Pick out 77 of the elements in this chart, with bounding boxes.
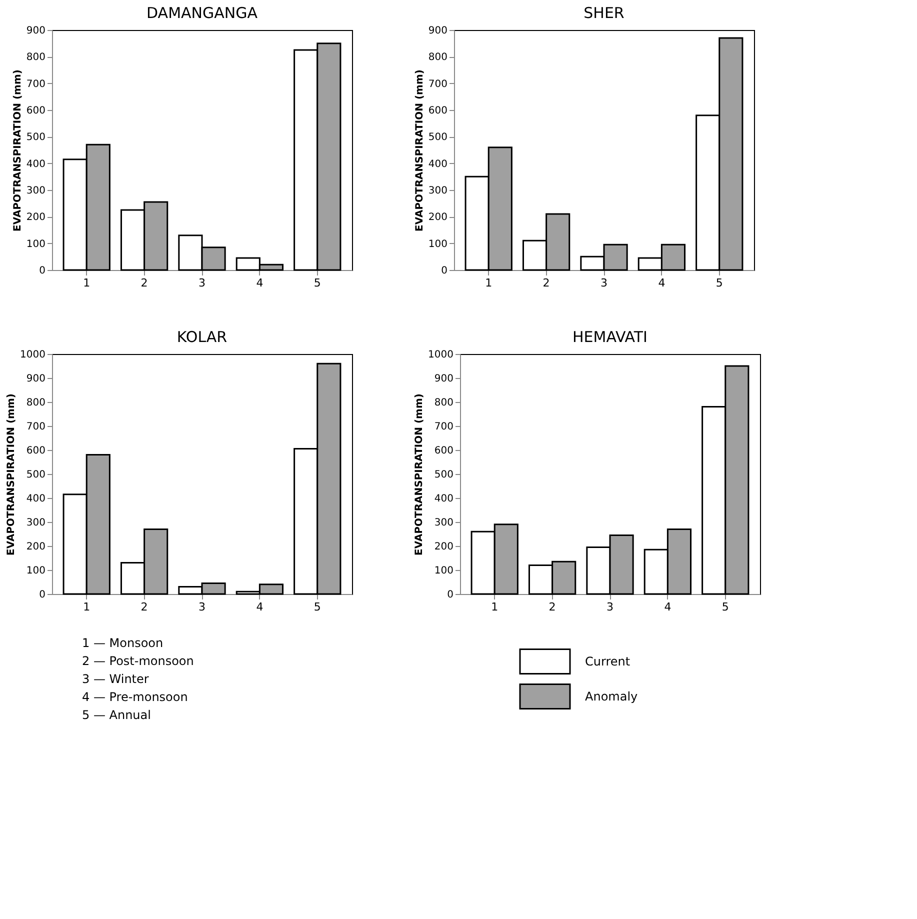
- text: 1 — Monsoon: [82, 636, 164, 650]
- x-tick-label: 3: [198, 276, 206, 290]
- y-tick-label: 200: [434, 542, 454, 552]
- x-tick-label: 3: [606, 600, 614, 614]
- y-tick-label: 600: [434, 446, 454, 456]
- x-tick-label: 5: [314, 600, 321, 614]
- x-tick-label: 4: [256, 276, 264, 290]
- x-tick-label: 2: [548, 600, 556, 614]
- y-tick-label: 300: [26, 518, 46, 528]
- y-tick-label: 500: [26, 132, 46, 144]
- text: 3 — Winter: [82, 672, 149, 686]
- y-tick-label: 600: [26, 446, 46, 456]
- y-tick-label: 600: [26, 106, 46, 116]
- x-tick-label: 1: [485, 276, 492, 290]
- y-tick-label: 700: [428, 78, 448, 90]
- y-tick-label: 600: [428, 106, 448, 116]
- text: 5 — Annual: [82, 708, 151, 722]
- y-tick-label: 400: [428, 158, 448, 170]
- y-tick-label: 800: [26, 52, 46, 64]
- y-tick-label: 400: [26, 494, 46, 504]
- y-tick-label: 200: [26, 542, 46, 552]
- chart-title: SHER: [584, 4, 624, 22]
- y-axis-title: EVAPOTRANSPIRATION (mm): [414, 394, 426, 556]
- y-tick-label: 800: [434, 398, 454, 408]
- y-tick-label: 800: [428, 52, 448, 64]
- y-tick-label: 0: [447, 590, 454, 600]
- y-tick-label: 1000: [20, 350, 46, 360]
- x-tick-label: 5: [722, 600, 729, 614]
- y-tick-label: 500: [428, 132, 448, 144]
- y-axis-title: EVAPOTRANSPIRATION (mm): [12, 70, 24, 232]
- y-tick-label: 0: [441, 266, 448, 276]
- chart-title: DAMANGANGA: [146, 4, 258, 22]
- chart-title: HEMAVATI: [572, 328, 648, 346]
- y-tick-label: 400: [26, 158, 46, 170]
- x-tick-label: 1: [491, 600, 498, 614]
- x-tick-label: 4: [664, 600, 672, 614]
- y-tick-label: 900: [434, 374, 454, 384]
- legend-label: Anomaly: [585, 690, 638, 704]
- y-tick-label: 300: [428, 186, 448, 196]
- y-tick-label: 900: [428, 26, 448, 36]
- x-tick-label: 2: [140, 276, 148, 290]
- x-tick-label: 2: [542, 276, 550, 290]
- y-tick-label: 900: [26, 374, 46, 384]
- y-tick-label: 700: [26, 422, 46, 432]
- y-tick-label: 100: [434, 566, 454, 576]
- chart-title: KOLAR: [176, 328, 228, 346]
- y-axis-title: EVAPOTRANSPIRATION (mm): [414, 70, 426, 232]
- x-tick-label: 4: [658, 276, 666, 290]
- legend-label: Current: [585, 654, 630, 668]
- y-tick-label: 900: [26, 26, 46, 36]
- y-tick-label: 500: [434, 470, 454, 480]
- x-tick-label: 1: [83, 600, 90, 614]
- y-tick-label: 400: [434, 494, 454, 504]
- y-tick-label: 200: [428, 212, 448, 224]
- x-tick-label: 5: [716, 276, 723, 290]
- y-tick-label: 200: [26, 212, 46, 224]
- y-tick-label: 500: [26, 470, 46, 480]
- y-tick-label: 300: [26, 186, 46, 196]
- y-tick-label: 0: [39, 266, 46, 276]
- y-tick-label: 100: [26, 238, 46, 250]
- x-tick-label: 5: [314, 276, 321, 290]
- text: 2 — Post-monsoon: [82, 654, 194, 668]
- x-tick-label: 3: [198, 600, 206, 614]
- y-tick-label: 1000: [428, 350, 454, 360]
- y-tick-label: 700: [26, 78, 46, 90]
- y-tick-label: 300: [434, 518, 454, 528]
- y-tick-label: 0: [39, 590, 46, 600]
- y-tick-label: 100: [428, 238, 448, 250]
- x-tick-label: 2: [140, 600, 148, 614]
- x-tick-label: 1: [83, 276, 90, 290]
- y-axis-title: EVAPOTRANSPIRATION (mm): [6, 394, 18, 556]
- text: 4 — Pre-monsoon: [82, 690, 188, 704]
- x-tick-label: 3: [600, 276, 608, 290]
- y-tick-label: 800: [26, 398, 46, 408]
- y-tick-label: 100: [26, 566, 46, 576]
- x-tick-label: 4: [256, 600, 264, 614]
- y-tick-label: 700: [434, 422, 454, 432]
